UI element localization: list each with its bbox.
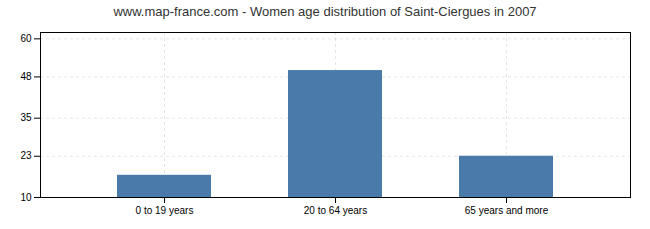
svg-text:23: 23: [20, 150, 32, 161]
html-text:www.map-france.com - Women age: www.map-france.com - Women age distribut…: [113, 4, 537, 19]
svg-text:10: 10: [20, 192, 32, 203]
svg-text:65 years and more: 65 years and more: [465, 205, 549, 216]
svg-text:35: 35: [20, 112, 32, 123]
svg-text:60: 60: [20, 33, 32, 44]
svg-text:20 to 64 years: 20 to 64 years: [304, 205, 367, 216]
svg-text:48: 48: [20, 71, 32, 82]
svg-text:0 to 19 years: 0 to 19 years: [136, 205, 194, 216]
